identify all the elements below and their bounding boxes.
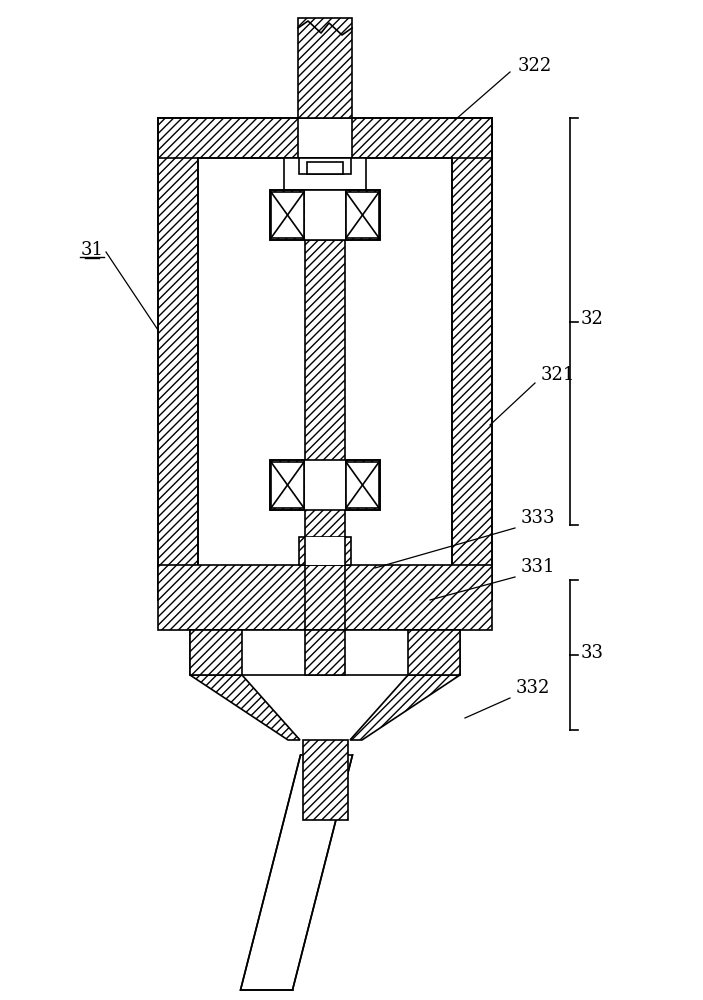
Bar: [270, 190, 380, 240]
Text: 32: 32: [581, 310, 603, 328]
Bar: [307, 162, 343, 174]
Bar: [271, 462, 304, 508]
Bar: [305, 537, 345, 565]
Polygon shape: [190, 675, 300, 740]
Bar: [270, 190, 305, 240]
Polygon shape: [240, 755, 352, 990]
Bar: [302, 740, 347, 820]
Bar: [305, 565, 345, 630]
Bar: [346, 192, 379, 238]
Bar: [345, 460, 380, 510]
Bar: [305, 240, 345, 555]
Bar: [345, 190, 380, 240]
Text: 333: 333: [521, 509, 555, 527]
Text: 33: 33: [581, 644, 603, 662]
Bar: [452, 118, 492, 600]
Text: 331: 331: [521, 558, 555, 576]
Bar: [270, 460, 380, 510]
Bar: [346, 462, 379, 508]
Bar: [298, 18, 352, 118]
Bar: [158, 118, 492, 158]
Text: 31: 31: [81, 241, 103, 259]
Polygon shape: [350, 675, 460, 740]
Bar: [270, 460, 305, 510]
Bar: [298, 118, 352, 158]
Bar: [198, 158, 452, 600]
Bar: [271, 192, 304, 238]
Bar: [305, 630, 345, 675]
Bar: [299, 537, 351, 565]
Bar: [408, 630, 460, 675]
Text: 321: 321: [541, 366, 575, 384]
Text: 322: 322: [518, 57, 552, 75]
Bar: [284, 158, 366, 190]
Bar: [305, 460, 345, 510]
Text: 332: 332: [516, 679, 550, 697]
Bar: [158, 118, 198, 600]
Bar: [190, 630, 460, 675]
Bar: [158, 565, 492, 630]
Bar: [299, 158, 351, 174]
Bar: [305, 565, 345, 630]
Bar: [190, 630, 242, 675]
Bar: [305, 190, 345, 240]
